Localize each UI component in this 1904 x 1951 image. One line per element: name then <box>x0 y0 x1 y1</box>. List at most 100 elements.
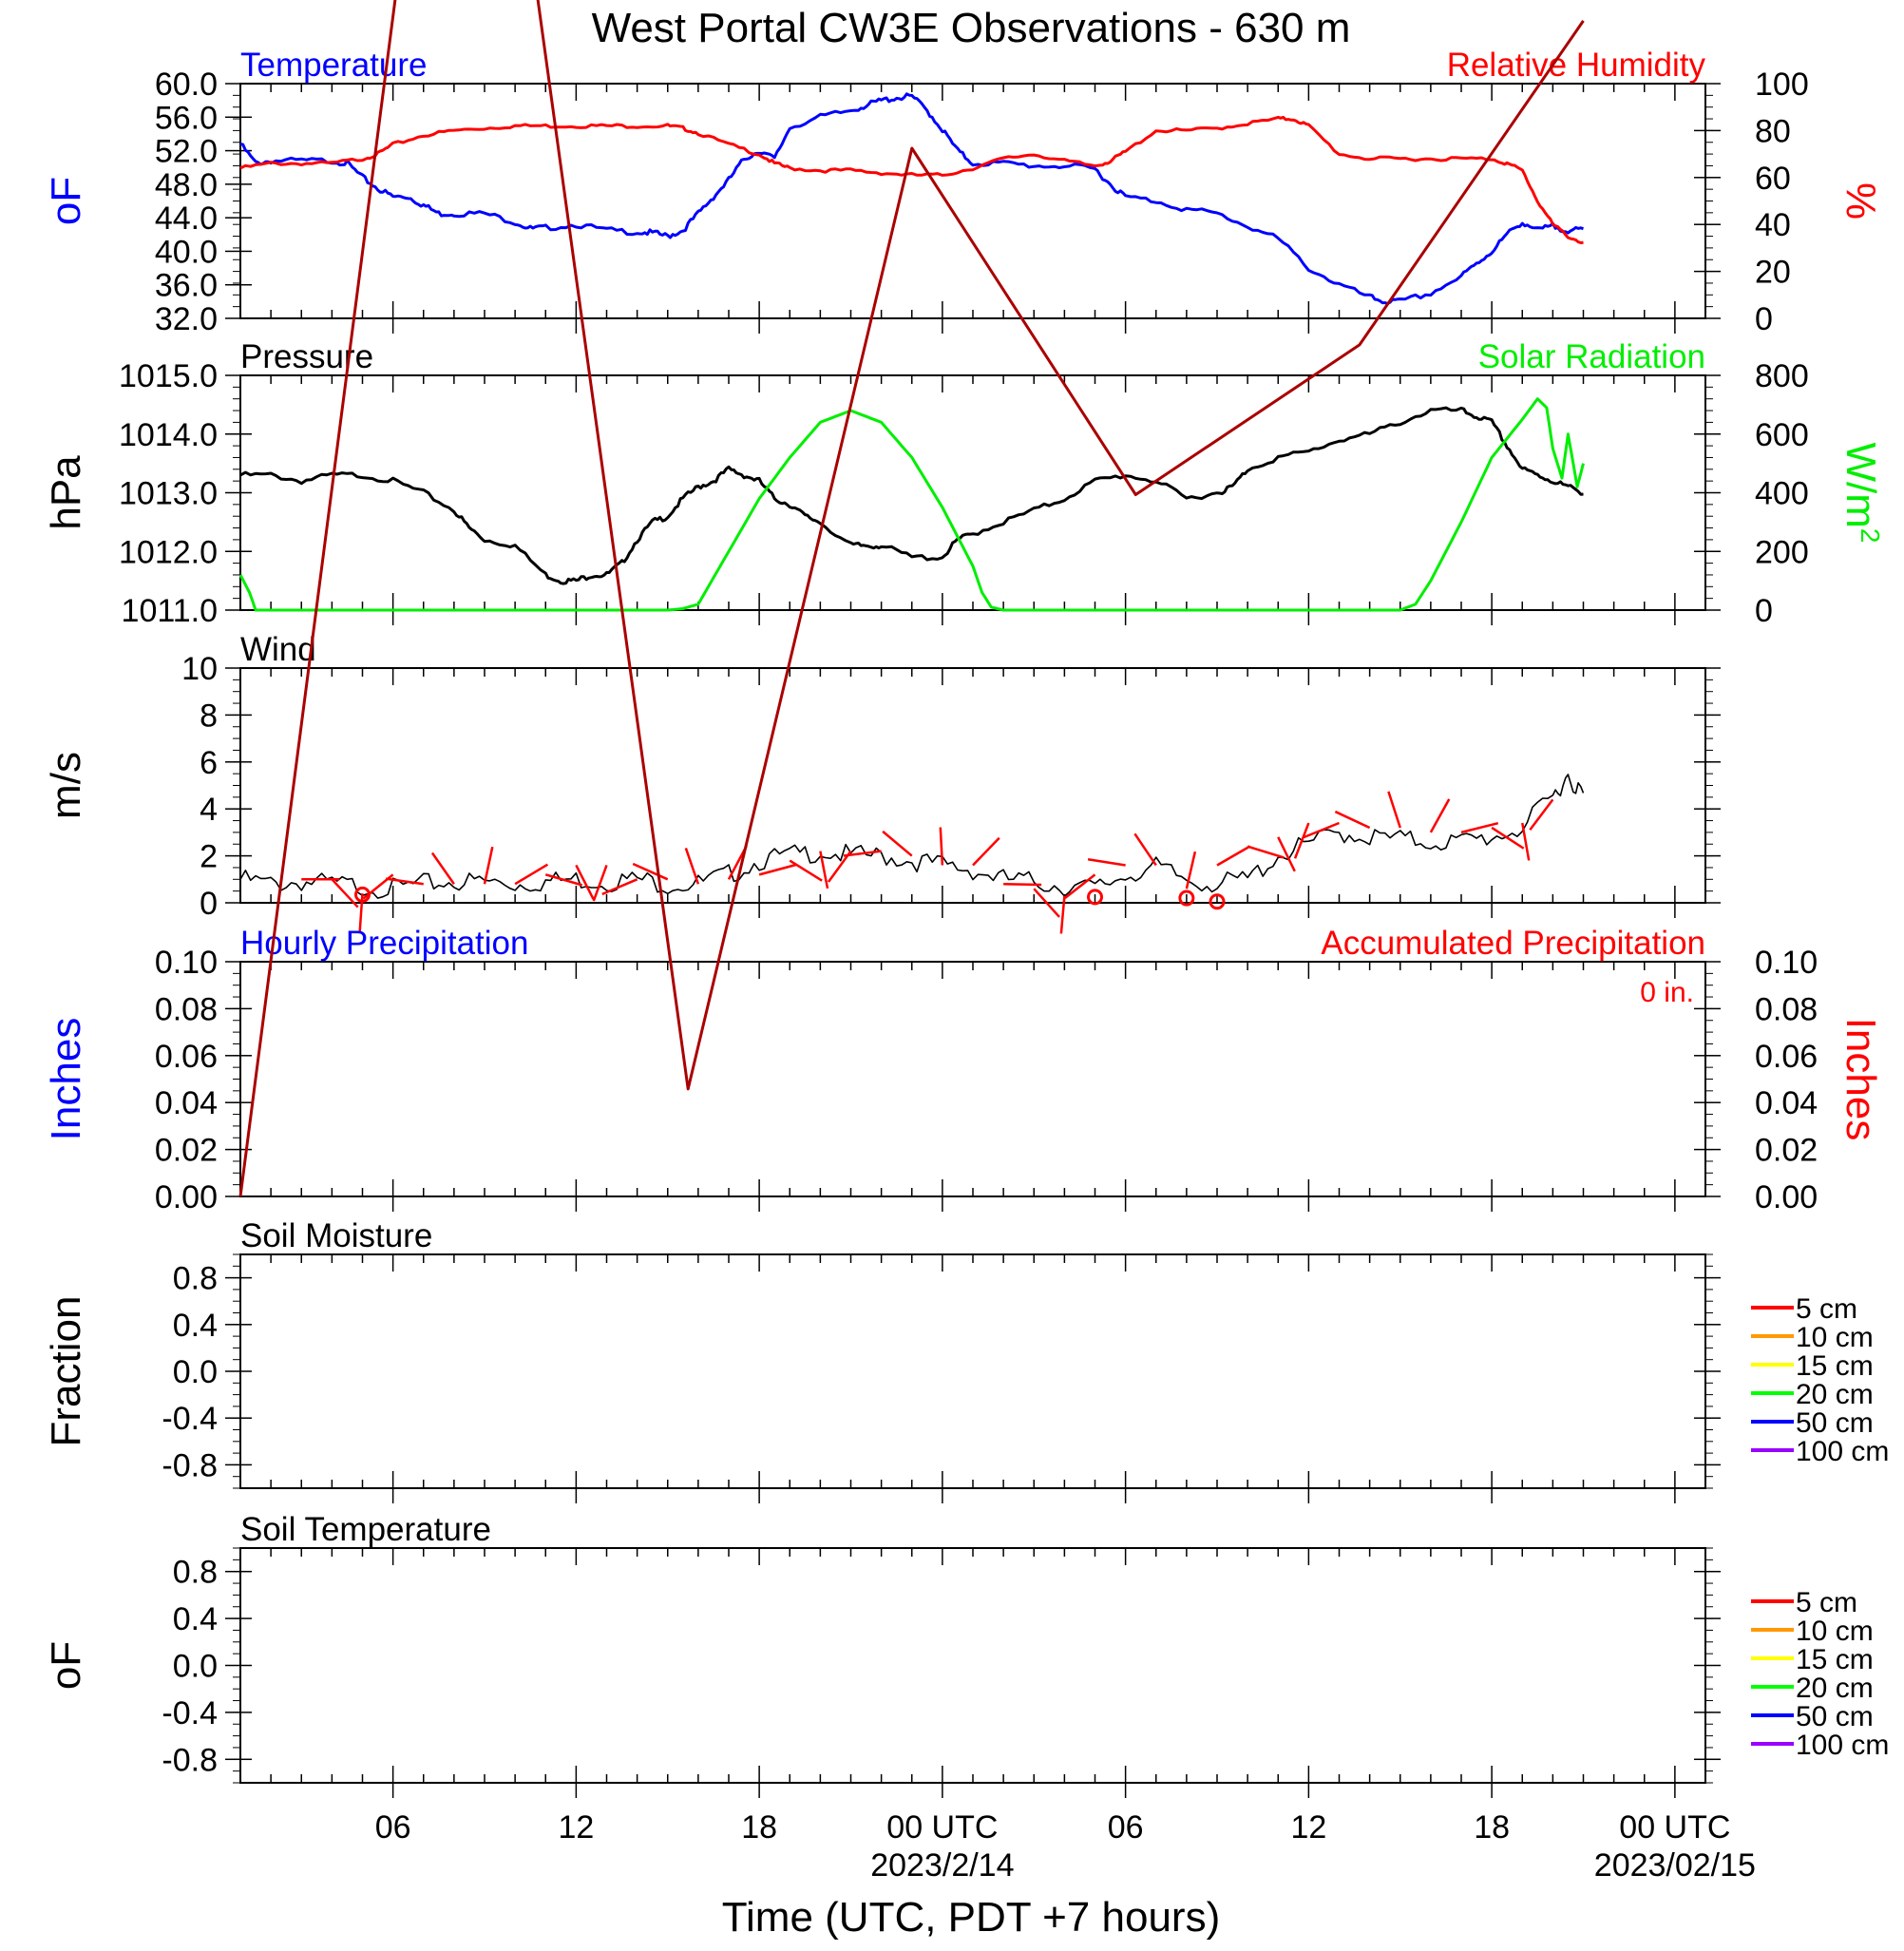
legend-label: 50 cm <box>1796 1701 1874 1732</box>
plot-frame <box>239 1253 1706 1489</box>
wind-barb <box>1303 821 1340 839</box>
y-tick-label: 0.4 <box>173 1601 218 1637</box>
wind-barb <box>575 864 595 900</box>
x-tick-label: 12 <box>558 1809 594 1846</box>
y-tick-label: 0.08 <box>155 991 218 1027</box>
y-tick-label-right: 0 <box>1755 593 1773 629</box>
left-unit-label: m/s <box>43 752 89 819</box>
y-tick-label: 1015.0 <box>119 358 218 394</box>
calm-wind-marker <box>1178 889 1195 907</box>
wind-barb <box>385 877 424 886</box>
series-line <box>239 774 1585 899</box>
panel-right-title: Accumulated Precipitation <box>1321 925 1705 962</box>
wind-barb <box>1216 845 1251 867</box>
y-tick-label: 56.0 <box>155 100 218 136</box>
wind-barb <box>1247 845 1285 859</box>
y-tick-label: 52.0 <box>155 134 218 170</box>
left-unit-label: hPa <box>43 455 89 530</box>
panel-4: 0.00 0.02 0.04 0.06 0.08 0.10 0.00 0.02 0.04 0.06… <box>43 0 1884 1215</box>
y-tick-label: 1012.0 <box>119 534 218 570</box>
calm-wind-marker <box>1209 893 1226 910</box>
wind-barb <box>1334 810 1371 830</box>
legend-label: 20 cm <box>1796 1673 1874 1704</box>
series-pressure <box>239 406 1584 585</box>
y-tick-label: 10 <box>181 651 218 687</box>
right-unit-superscript: 2 <box>1856 528 1886 544</box>
panel-left-title: Hourly Precipitation <box>240 925 528 962</box>
wind-barb <box>358 893 364 932</box>
wind-barb <box>1059 895 1066 934</box>
y-tick-label-right: 40 <box>1755 207 1791 243</box>
wind-barb <box>1521 822 1531 861</box>
y-tick-label-right: 0.00 <box>1755 1179 1818 1215</box>
y-tick-label: 1013.0 <box>119 476 218 512</box>
y-tick-label: -0.4 <box>162 1401 218 1437</box>
y-tick-label: 0.0 <box>173 1354 218 1390</box>
wind-barb <box>1429 798 1451 833</box>
wind-barb <box>843 850 882 857</box>
y-tick-label-right: 0.10 <box>1755 945 1818 981</box>
panel-right-title: Relative Humidity <box>1447 47 1706 84</box>
y-tick-label: 1014.0 <box>119 417 218 453</box>
y-tick-label-right: 60 <box>1755 161 1791 197</box>
panel-left-title: Pressure <box>240 338 373 375</box>
legend-label: 15 cm <box>1796 1644 1874 1675</box>
chart-title: West Portal CW3E Observations - 630 m <box>592 5 1351 51</box>
left-unit-label: Fraction <box>43 1296 89 1447</box>
series-calm <box>354 886 1226 910</box>
wind-barb <box>1293 822 1310 859</box>
panel-1: 32.036.040.044.048.052.056.060.0 0 20 40 60 8… <box>43 47 1884 337</box>
legend-label: 5 cm <box>1796 1293 1857 1325</box>
wind-barb <box>514 863 549 886</box>
y-tick-label-right: 0.08 <box>1755 991 1818 1027</box>
y-tick-label-right: 80 <box>1755 113 1791 149</box>
precip-total-annotation: 0 in. <box>1640 977 1694 1008</box>
x-tick-label: 12 <box>1290 1809 1326 1846</box>
x-tick-label: 06 <box>1108 1809 1144 1846</box>
y-tick-label: 0.06 <box>155 1039 218 1075</box>
right-unit-label: % <box>1837 182 1884 220</box>
panel-right-title: Solar Radiation <box>1478 338 1705 375</box>
series-solar-radiation <box>238 397 1585 612</box>
legend-label: 10 cm <box>1796 1322 1874 1353</box>
y-tick-label: 0.8 <box>173 1261 218 1297</box>
y-tick-label: 0.4 <box>173 1308 218 1344</box>
wind-barb <box>789 859 823 882</box>
legend-label: 5 cm <box>1796 1587 1857 1618</box>
legend-label: 100 cm <box>1796 1436 1889 1467</box>
legend-label: 100 cm <box>1796 1730 1889 1761</box>
y-tick-label-right: 20 <box>1755 255 1791 291</box>
panel-left-title: Wind <box>240 631 316 668</box>
x-tick-date-label: 2023/2/14 <box>870 1847 1014 1884</box>
wind-barb <box>601 878 638 896</box>
legend-label: 50 cm <box>1796 1407 1874 1439</box>
wind-barb <box>1133 832 1157 867</box>
y-tick-label-right: 0.02 <box>1755 1133 1818 1169</box>
series-relative-humidity <box>239 115 1584 244</box>
y-tick-label-right: 0.04 <box>1755 1085 1818 1121</box>
series-line <box>239 406 1584 585</box>
x-tick-label: 00 UTC <box>1619 1809 1730 1846</box>
y-tick-label-right: 200 <box>1755 534 1809 570</box>
x-tick-label: 18 <box>741 1809 777 1846</box>
y-tick-label: 48.0 <box>155 167 218 203</box>
wind-barb <box>1460 822 1499 834</box>
series-accumulated-precipitation <box>238 0 1585 1197</box>
wind-barb <box>972 836 1000 867</box>
series-wind-barbs <box>301 791 1554 934</box>
y-tick-label: 4 <box>200 792 218 828</box>
series-line <box>239 92 1584 305</box>
wind-barb <box>1087 857 1126 867</box>
wind-barb <box>1387 791 1401 829</box>
wind-barb <box>544 873 583 887</box>
wind-barb <box>430 851 455 885</box>
y-tick-label: -0.8 <box>162 1447 218 1483</box>
y-tick-label: 0.00 <box>155 1179 218 1215</box>
plot-frame <box>239 961 1706 1197</box>
wind-barb <box>331 878 359 909</box>
x-tick-label: 00 UTC <box>886 1809 998 1846</box>
y-tick-label: 0 <box>200 886 218 922</box>
wind-barb <box>1491 826 1525 850</box>
wind-barb <box>483 846 494 885</box>
